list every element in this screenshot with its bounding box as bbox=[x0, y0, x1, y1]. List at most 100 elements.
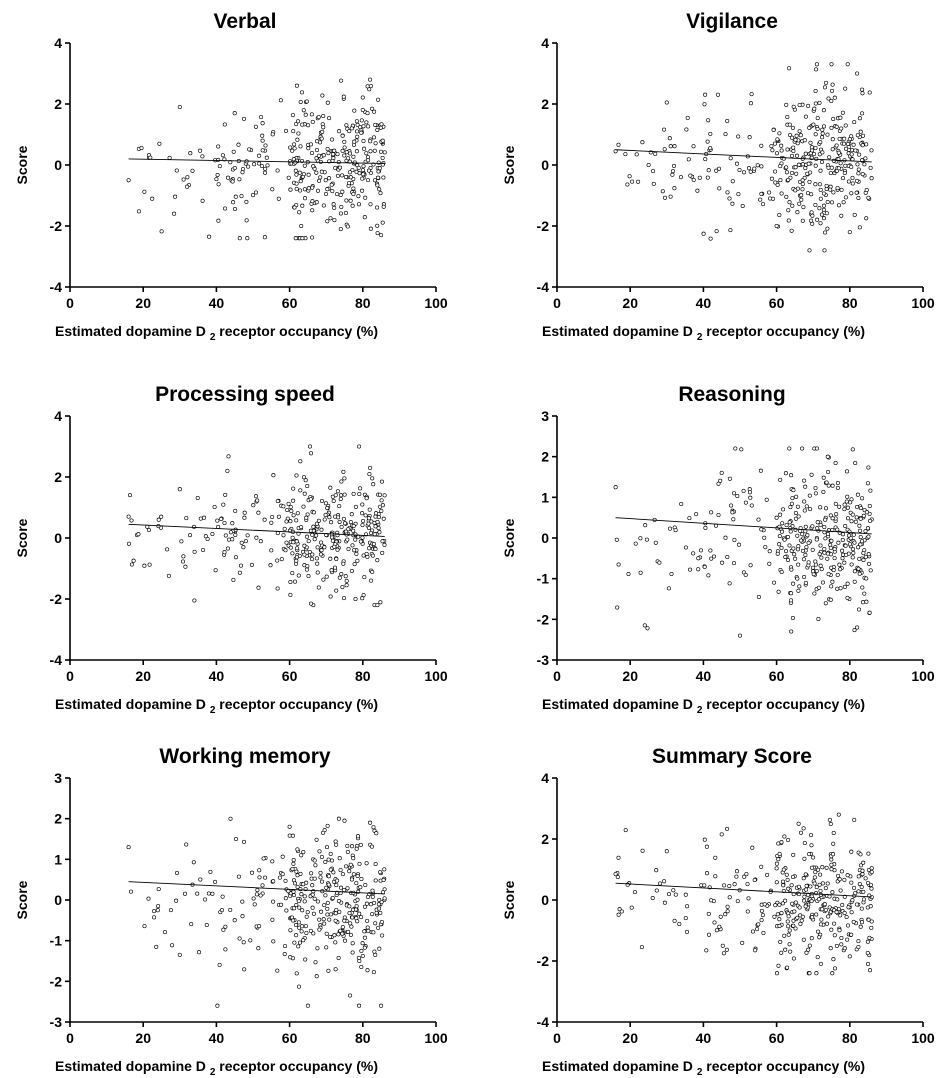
data-point bbox=[847, 542, 853, 547]
data-point bbox=[270, 917, 275, 922]
data-point bbox=[320, 93, 325, 98]
data-point bbox=[780, 901, 785, 906]
data-point bbox=[142, 189, 147, 194]
data-point bbox=[827, 817, 832, 822]
data-point bbox=[334, 907, 339, 913]
data-point bbox=[305, 564, 310, 569]
data-point bbox=[364, 901, 369, 906]
data-point bbox=[249, 562, 254, 567]
data-point bbox=[803, 580, 808, 585]
data-point bbox=[858, 542, 863, 547]
data-point bbox=[181, 177, 186, 182]
data-point bbox=[717, 186, 722, 191]
data-point bbox=[797, 129, 802, 134]
data-point bbox=[650, 895, 655, 901]
scatter-points bbox=[126, 77, 387, 241]
data-point bbox=[277, 875, 282, 880]
data-point bbox=[756, 594, 761, 600]
regression-line bbox=[615, 517, 872, 535]
data-point bbox=[372, 532, 377, 537]
data-point bbox=[240, 899, 245, 904]
data-point bbox=[842, 877, 847, 882]
data-point bbox=[817, 882, 822, 887]
data-point bbox=[156, 904, 161, 909]
data-point bbox=[785, 114, 790, 120]
data-point bbox=[810, 569, 816, 574]
data-point bbox=[783, 471, 788, 476]
data-point bbox=[855, 625, 860, 630]
data-point bbox=[705, 139, 710, 144]
data-point bbox=[333, 940, 338, 945]
data-point bbox=[304, 99, 309, 104]
data-point bbox=[860, 868, 865, 873]
data-point bbox=[826, 572, 831, 577]
data-point bbox=[813, 88, 818, 94]
data-point bbox=[344, 864, 349, 869]
data-point bbox=[786, 914, 791, 919]
y-tick-label: 1 bbox=[54, 851, 62, 867]
data-point bbox=[347, 129, 352, 134]
data-point bbox=[330, 137, 335, 142]
data-point bbox=[664, 100, 669, 105]
data-point bbox=[844, 499, 849, 504]
data-point bbox=[345, 224, 350, 229]
data-point bbox=[333, 514, 338, 519]
data-point bbox=[843, 543, 848, 548]
data-point bbox=[801, 937, 806, 942]
data-point bbox=[767, 190, 772, 195]
data-point bbox=[654, 888, 659, 893]
data-point bbox=[339, 78, 344, 83]
data-point bbox=[813, 146, 818, 151]
data-point bbox=[814, 537, 819, 542]
data-point bbox=[818, 168, 823, 173]
data-point bbox=[849, 164, 854, 169]
data-point bbox=[309, 557, 315, 562]
data-point bbox=[800, 162, 805, 167]
data-point bbox=[343, 210, 348, 216]
data-point bbox=[862, 162, 867, 167]
data-point bbox=[358, 486, 363, 491]
data-point bbox=[333, 911, 338, 916]
data-point bbox=[819, 159, 825, 165]
data-point bbox=[253, 190, 259, 195]
data-point bbox=[326, 968, 331, 973]
data-point bbox=[301, 882, 306, 887]
data-point bbox=[325, 505, 330, 511]
data-point bbox=[794, 171, 799, 176]
data-point bbox=[776, 857, 781, 862]
data-point bbox=[677, 921, 682, 927]
data-point bbox=[375, 519, 380, 525]
data-point bbox=[263, 166, 268, 171]
data-point bbox=[275, 586, 280, 591]
data-point bbox=[856, 607, 862, 612]
data-point bbox=[288, 504, 293, 510]
data-point bbox=[849, 932, 854, 937]
data-point bbox=[319, 136, 324, 141]
data-point bbox=[330, 895, 335, 901]
data-point bbox=[838, 586, 843, 591]
data-point bbox=[187, 533, 193, 538]
data-point bbox=[869, 925, 874, 930]
data-point bbox=[159, 229, 164, 234]
data-point bbox=[802, 840, 807, 846]
data-point bbox=[691, 177, 696, 182]
data-point bbox=[818, 187, 823, 192]
data-point bbox=[308, 601, 314, 606]
data-point bbox=[355, 834, 361, 839]
data-point bbox=[830, 579, 835, 584]
data-point bbox=[299, 929, 304, 934]
data-point bbox=[380, 220, 385, 225]
data-point bbox=[832, 966, 838, 971]
data-point bbox=[368, 820, 373, 825]
data-point bbox=[792, 552, 797, 557]
data-point bbox=[360, 168, 365, 173]
data-point bbox=[356, 165, 361, 170]
data-point bbox=[299, 525, 304, 530]
data-point bbox=[373, 546, 378, 552]
data-point bbox=[818, 140, 823, 145]
data-point bbox=[294, 172, 299, 177]
data-point bbox=[704, 844, 709, 849]
data-point bbox=[729, 503, 734, 508]
data-point bbox=[809, 192, 814, 197]
data-point bbox=[324, 931, 329, 936]
